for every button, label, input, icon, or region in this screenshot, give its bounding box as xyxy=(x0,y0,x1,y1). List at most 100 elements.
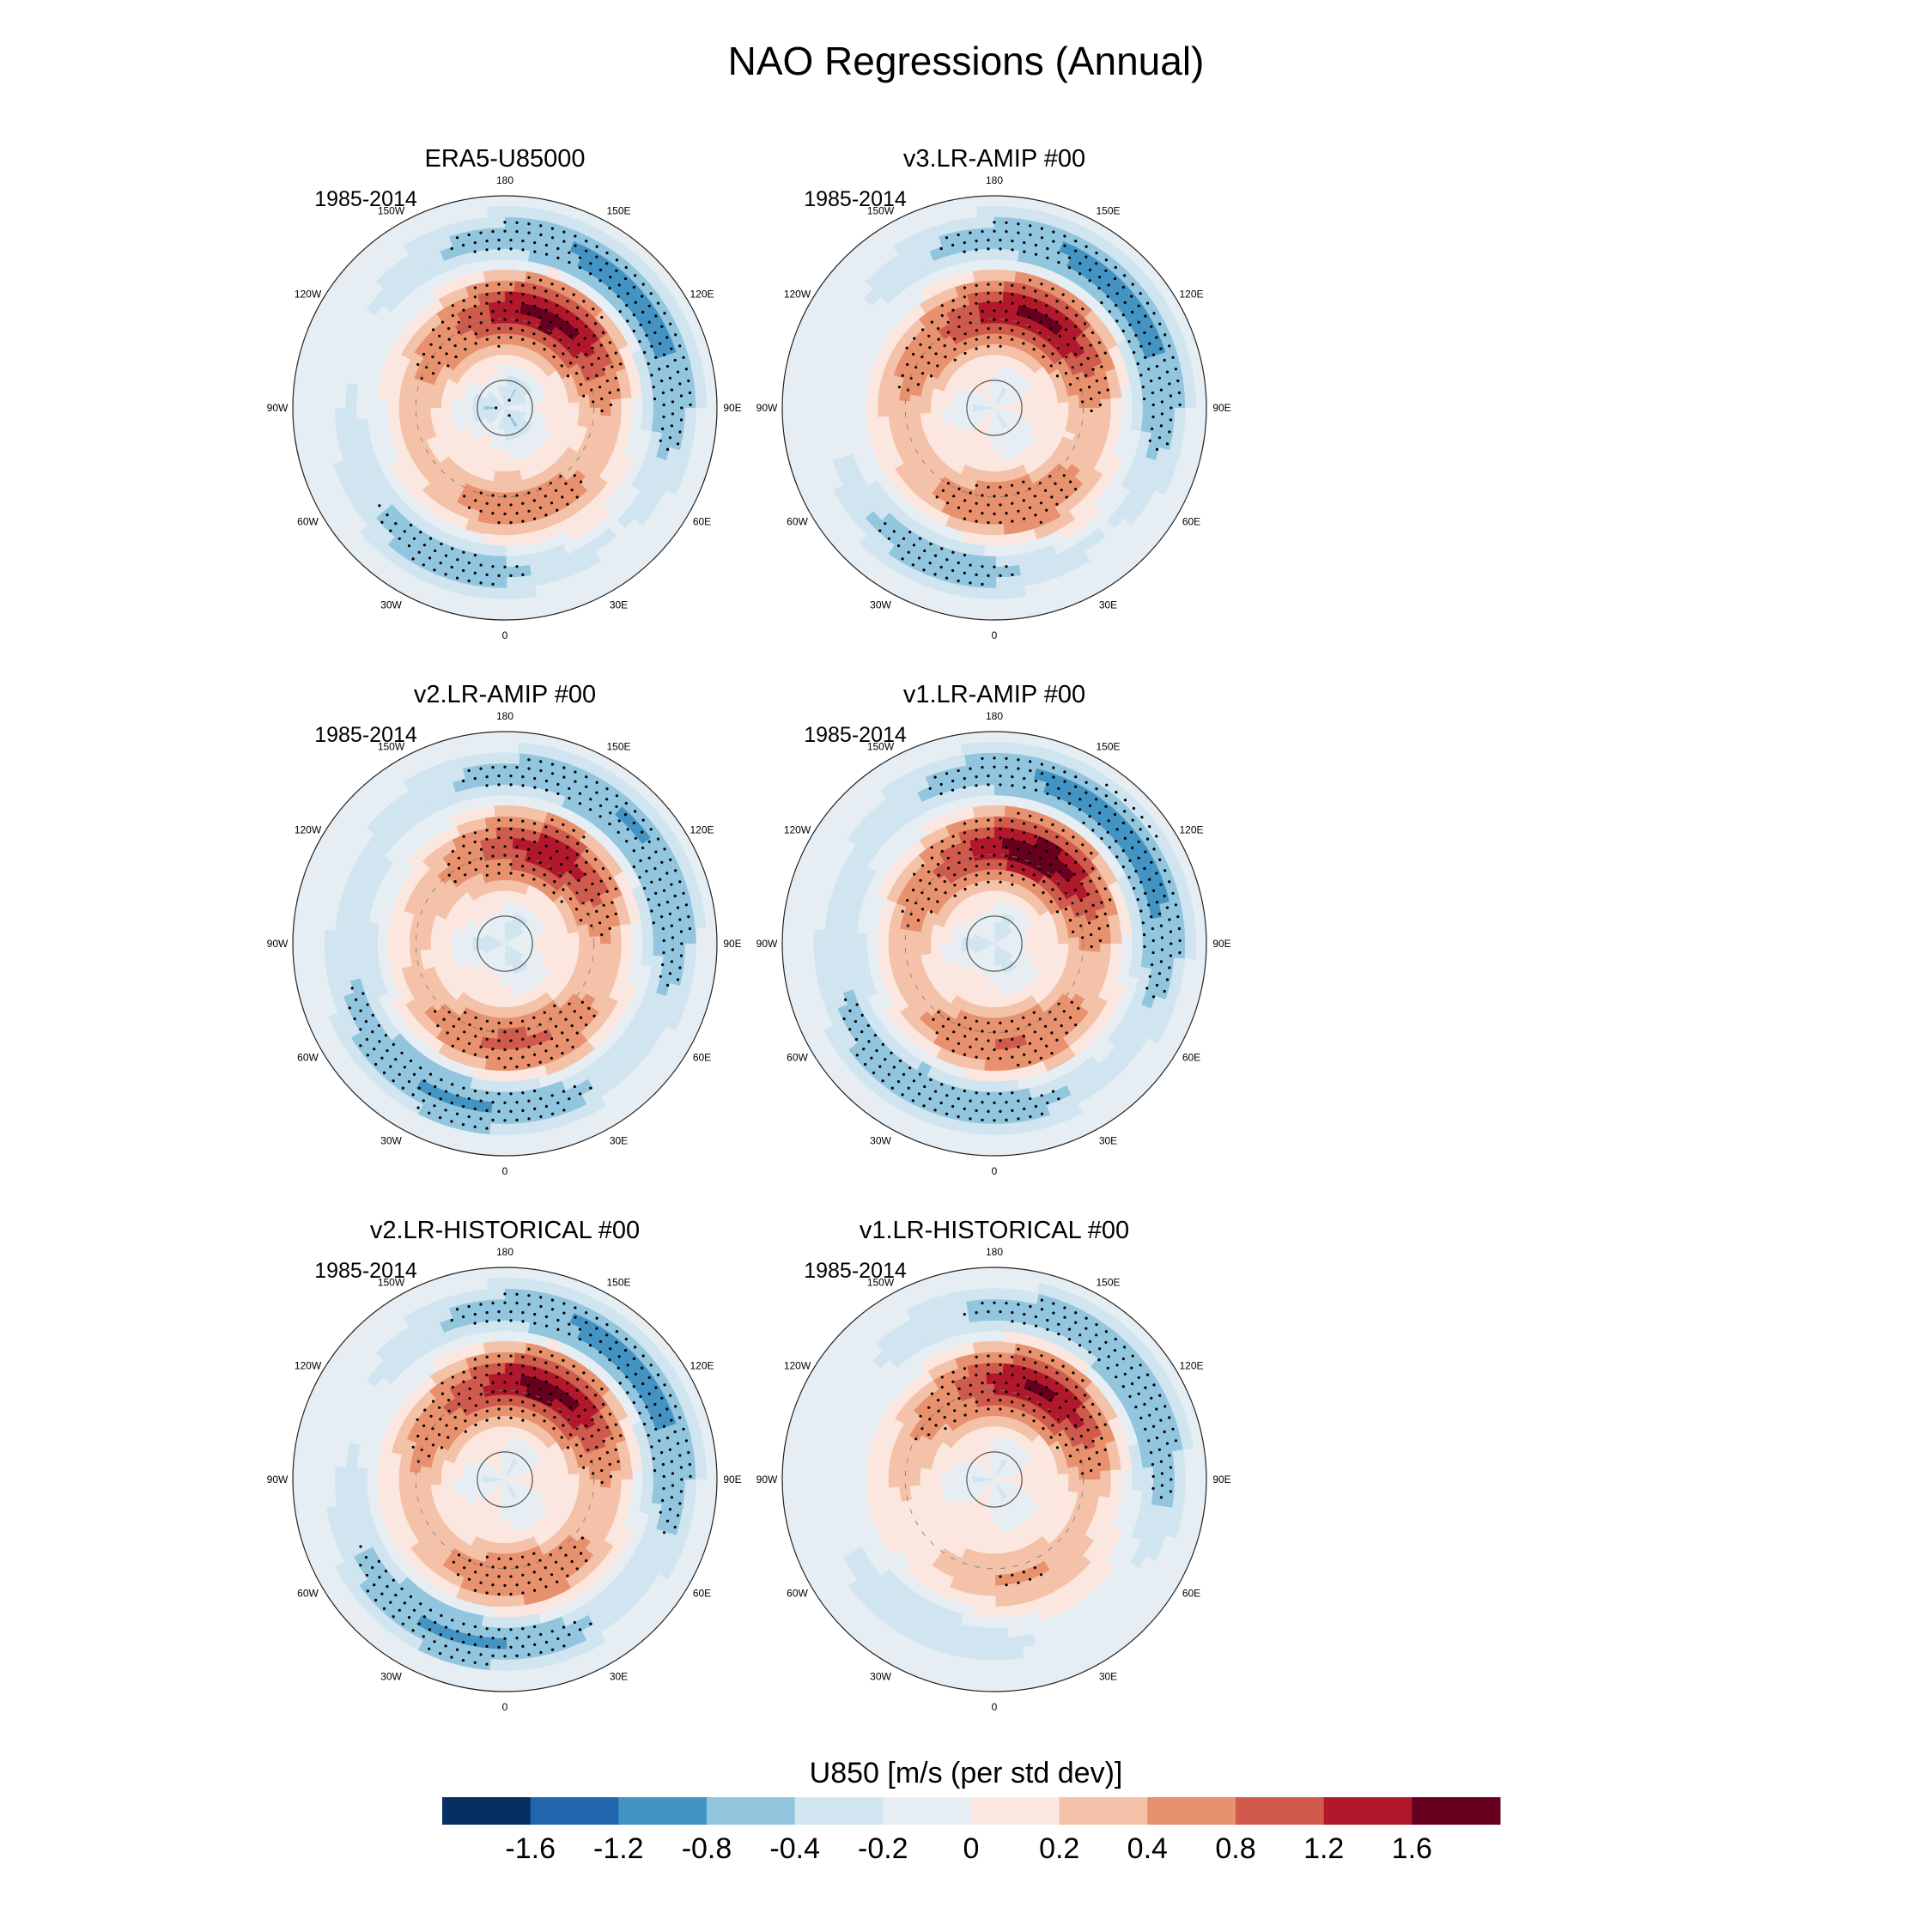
figure-title: NAO Regressions (Annual) xyxy=(728,39,1205,83)
field-cell xyxy=(961,377,972,388)
stipple-dot xyxy=(503,318,507,321)
field-cell xyxy=(451,350,464,364)
field-cell xyxy=(490,1113,507,1125)
field-cell xyxy=(511,491,521,504)
field-cell xyxy=(495,402,505,408)
field-cell xyxy=(436,871,450,884)
field-cell xyxy=(460,765,479,780)
field-cell xyxy=(986,312,994,324)
panels: ERA5-U850001985-2014180150E120E90E60E30E… xyxy=(267,145,1231,1713)
stipple-dot xyxy=(981,310,984,313)
stipple-dot xyxy=(662,415,665,419)
field-cell xyxy=(505,1060,517,1072)
field-cell xyxy=(981,355,988,368)
stipple-dot xyxy=(348,1006,351,1010)
field-cell xyxy=(473,442,483,454)
field-cell xyxy=(955,462,967,475)
field-cell xyxy=(455,919,467,928)
field-cell xyxy=(545,886,558,899)
field-cell xyxy=(908,944,920,951)
field-cell xyxy=(495,996,501,1008)
stipple-dot xyxy=(491,230,495,234)
field-cell xyxy=(937,355,950,368)
stipple-dot xyxy=(957,579,960,583)
stipple-dot xyxy=(1023,304,1026,308)
stipple-dot xyxy=(654,891,658,895)
field-cell xyxy=(1110,396,1122,408)
field-cell xyxy=(1048,334,1062,349)
field-cell xyxy=(519,421,530,431)
field-cell xyxy=(617,376,631,390)
stipple-dot xyxy=(521,1037,525,1041)
field-cell xyxy=(526,361,537,374)
field-cell xyxy=(981,389,989,400)
field-cell xyxy=(1035,350,1048,363)
field-cell xyxy=(504,408,506,419)
field-cell xyxy=(976,1005,986,1018)
field-cell xyxy=(461,908,473,920)
field-cell xyxy=(1048,971,1061,983)
field-cell xyxy=(971,270,985,283)
field-cell xyxy=(1053,914,1066,925)
field-cell xyxy=(1184,390,1197,408)
field-cell xyxy=(515,380,525,391)
lon-label: 60W xyxy=(787,516,808,528)
stipple-dot xyxy=(556,782,560,787)
stipple-dot xyxy=(447,873,451,877)
field-cell xyxy=(946,427,959,437)
field-cell xyxy=(647,1003,663,1021)
field-cell xyxy=(547,943,559,948)
field-cell xyxy=(653,929,665,944)
field-cell xyxy=(507,354,513,367)
field-cell xyxy=(513,270,527,283)
field-cell xyxy=(984,387,991,399)
field-cell xyxy=(983,290,994,302)
field-cell xyxy=(465,998,477,1011)
field-cell xyxy=(1024,933,1037,939)
stipple-dot xyxy=(1032,337,1036,341)
field-cell xyxy=(1038,890,1052,902)
field-cell xyxy=(430,926,443,935)
field-cell xyxy=(665,349,681,368)
stipple-dot xyxy=(433,568,436,572)
lon-label: 30E xyxy=(610,599,628,611)
field-cell xyxy=(898,944,910,952)
stipple-dot xyxy=(474,1016,477,1019)
field-cell xyxy=(1030,963,1042,972)
field-cell xyxy=(483,944,495,946)
stipple-dot xyxy=(550,1037,554,1041)
field-cell xyxy=(547,1115,567,1130)
field-cell xyxy=(1042,878,1055,891)
stipple-dot xyxy=(389,529,392,532)
lon-label: 30E xyxy=(1099,599,1117,611)
field-cell xyxy=(982,471,990,483)
field-cell xyxy=(447,325,461,340)
stipple-dot xyxy=(485,873,489,877)
field-cell xyxy=(1142,406,1154,421)
field-cell xyxy=(356,954,369,969)
field-cell xyxy=(962,428,973,439)
stipple-dot xyxy=(579,919,583,922)
stipple-dot xyxy=(444,1090,448,1093)
stipple-dot xyxy=(497,1021,501,1024)
field-cell xyxy=(1006,216,1024,230)
field-cell xyxy=(577,418,590,428)
field-cell xyxy=(495,944,505,949)
field-cell xyxy=(973,381,982,392)
stipple-dot xyxy=(580,1016,583,1019)
lon-label: 30E xyxy=(610,1135,628,1147)
field-cell xyxy=(334,944,347,959)
stipple-dot xyxy=(568,797,571,800)
field-cell xyxy=(564,875,578,889)
field-cell xyxy=(1022,986,1033,999)
field-cell xyxy=(519,958,528,969)
stipple-dot xyxy=(1095,354,1098,357)
stipple-dot xyxy=(946,320,950,324)
field-cell xyxy=(925,451,939,465)
field-cell xyxy=(1027,879,1039,893)
stipple-dot xyxy=(509,574,513,578)
field-cell xyxy=(487,414,497,422)
field-cell xyxy=(994,933,996,944)
field-cell xyxy=(559,971,572,983)
field-cell xyxy=(508,387,515,398)
